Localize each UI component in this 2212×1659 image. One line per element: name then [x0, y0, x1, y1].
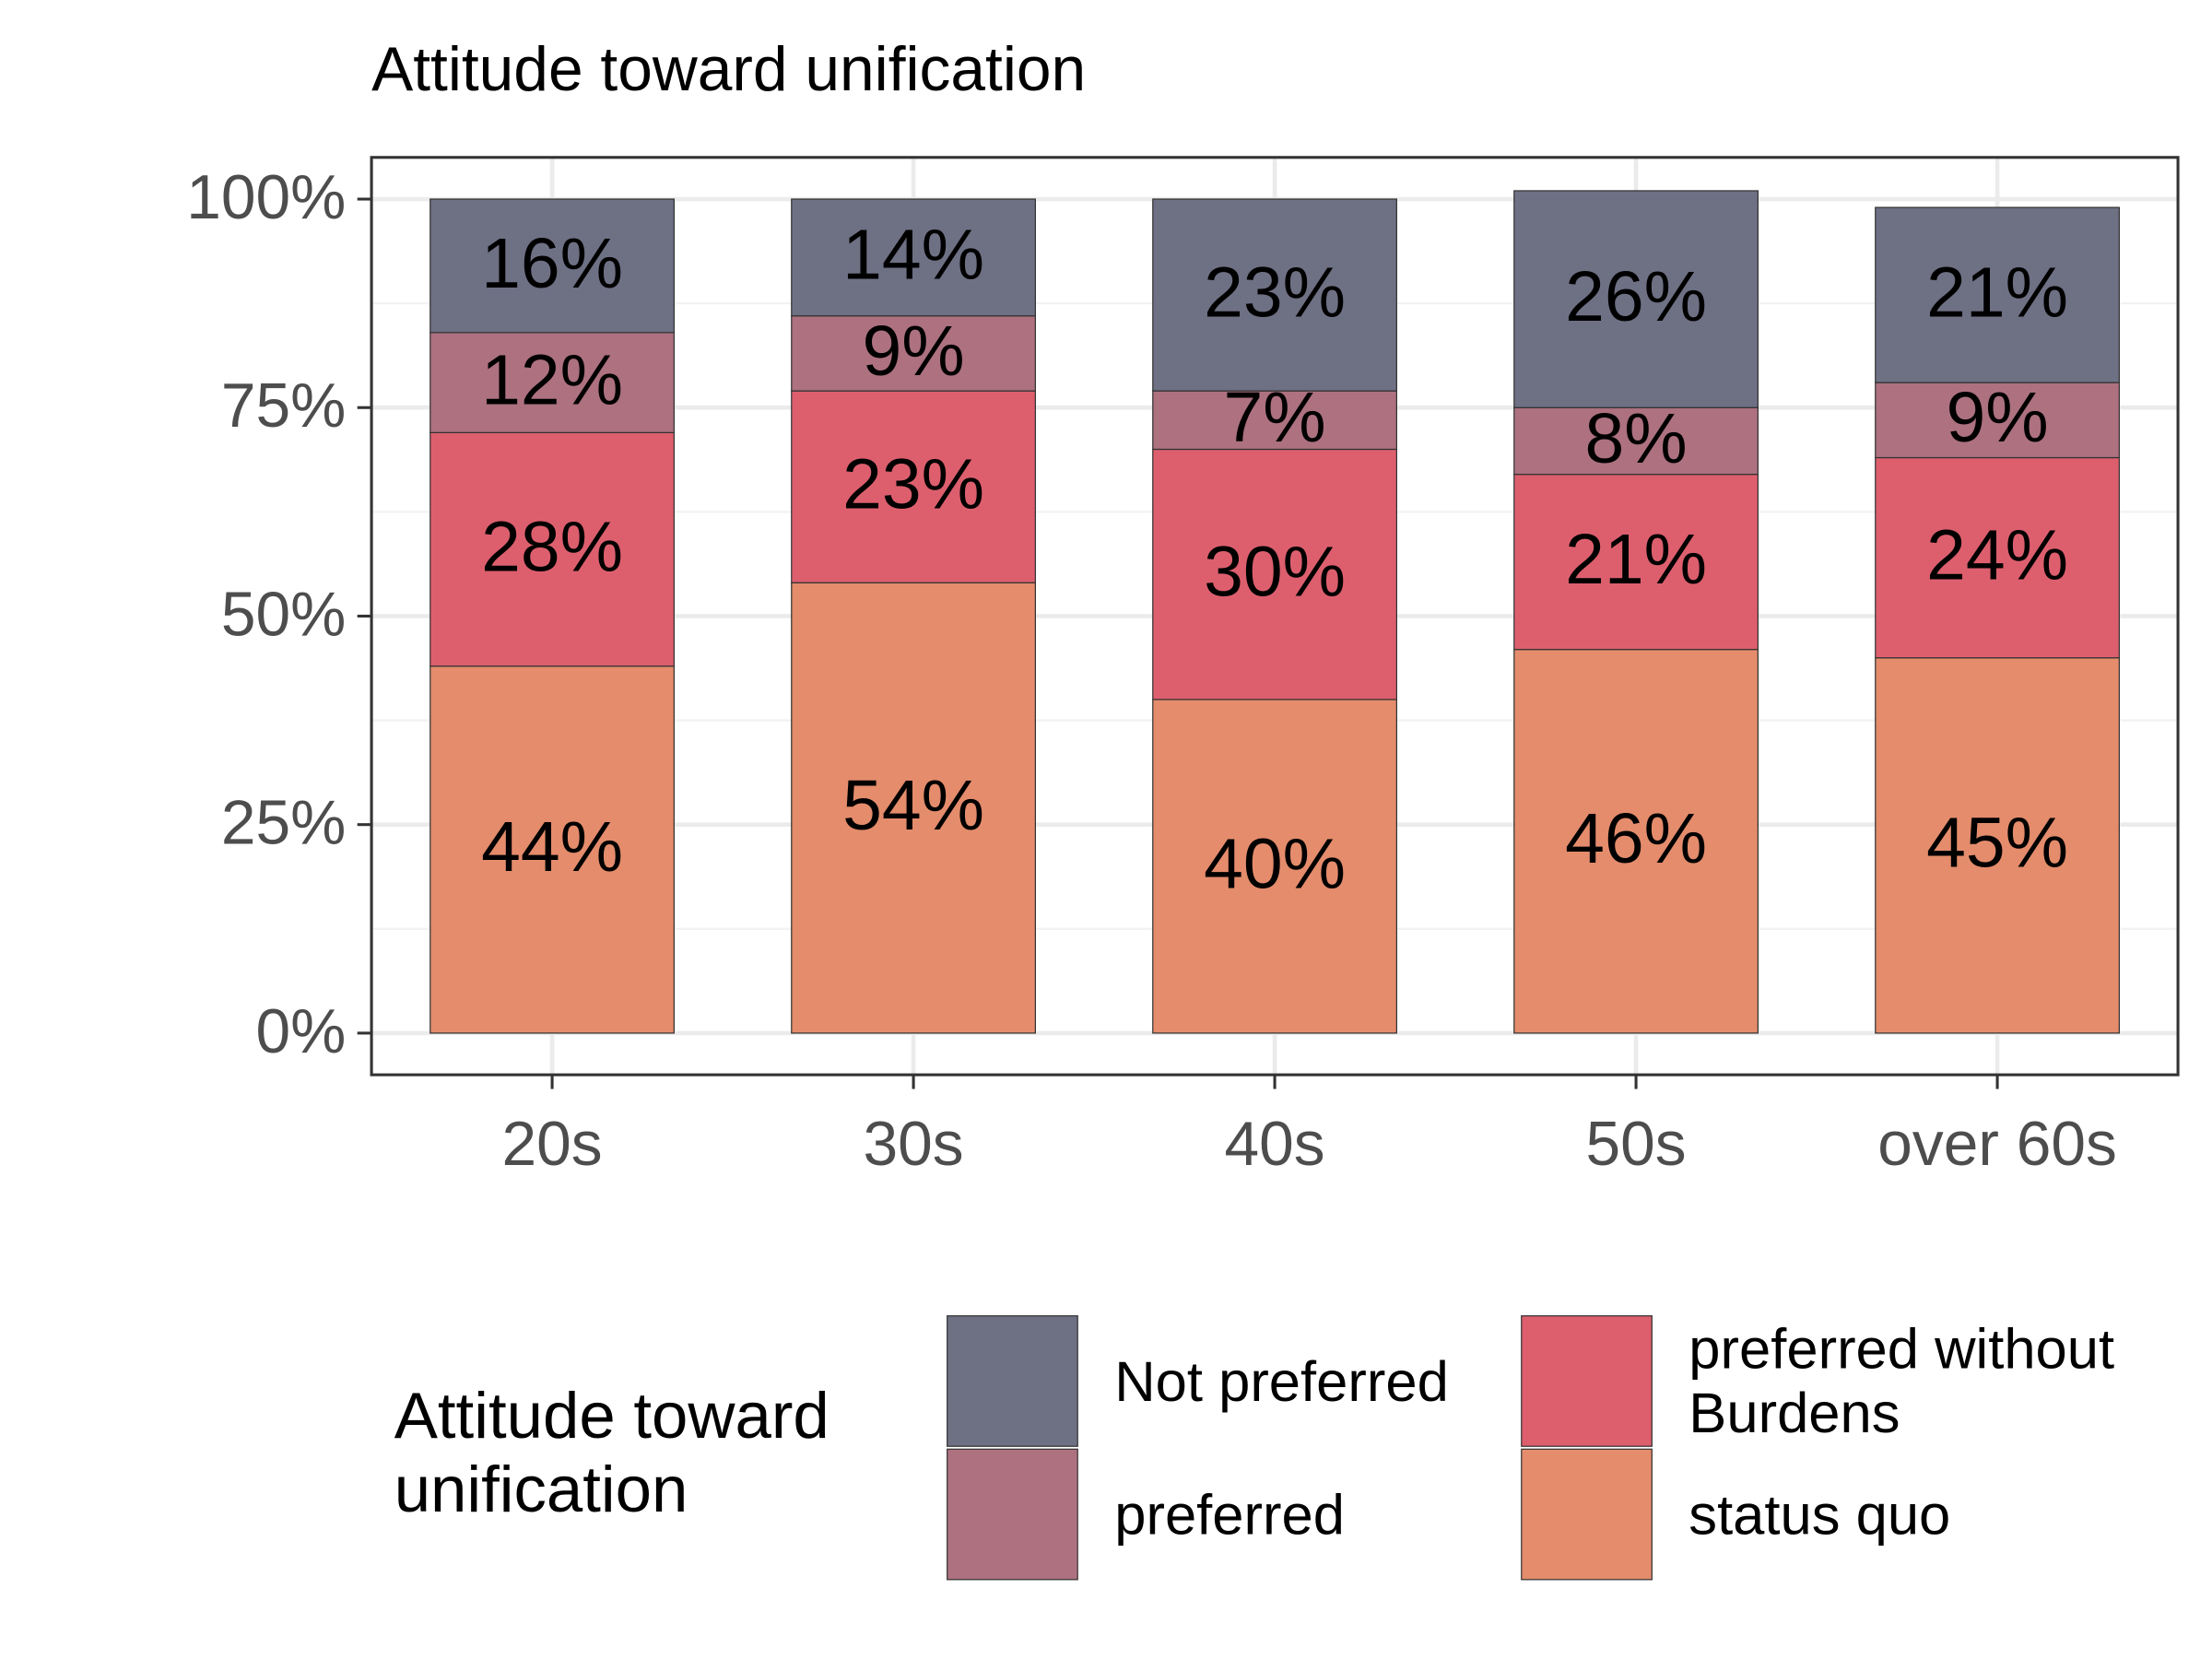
bar-segment	[791, 582, 1036, 1034]
bar-segment	[1513, 649, 1759, 1034]
legend-label-box: preferred without Burdens	[1688, 1319, 2115, 1445]
legend-key	[947, 1315, 1078, 1447]
y-tick-label: 0%	[256, 997, 347, 1066]
bar-segment	[1152, 198, 1397, 392]
bars: 44%28%12%16%54%23%9%14%40%30%7%23%46%21%…	[429, 190, 2120, 1034]
data-label: 26%	[1565, 257, 1707, 336]
legend-label: preferred without Burdens	[1688, 1319, 2115, 1445]
chart-title: Attitude toward unification	[371, 35, 1086, 104]
bar-segment	[429, 665, 675, 1034]
data-label: 23%	[842, 445, 984, 524]
bar-segment	[1152, 390, 1397, 451]
y-tick-label: 75%	[221, 371, 346, 441]
bar-segment	[1875, 456, 2120, 659]
bar-segment	[1152, 699, 1397, 1034]
bar-segment	[1513, 406, 1759, 476]
data-label: 12%	[481, 340, 623, 419]
bar-segment	[1875, 382, 2120, 459]
legend-key	[1521, 1448, 1653, 1581]
x-tick-label: 30s	[864, 1110, 964, 1179]
data-label: 45%	[1926, 804, 2068, 883]
data-label: 8%	[1584, 399, 1687, 478]
legend-key	[1521, 1315, 1653, 1447]
bar-segment	[1513, 190, 1759, 408]
data-label: 21%	[1926, 253, 2068, 332]
bar-segment	[1513, 474, 1759, 651]
legend-label-box: Not preferred	[1114, 1350, 1449, 1414]
data-label: 21%	[1565, 520, 1707, 599]
data-label: 54%	[842, 766, 984, 845]
legend-title-box: Attitude toward unification	[394, 1379, 830, 1526]
x-tick-label: 40s	[1225, 1110, 1325, 1179]
bar-segment	[429, 431, 675, 667]
data-label: 14%	[842, 216, 984, 295]
axes: 0% 25% 50% 75% 100% 20s 30s 40s 50s over 60s	[186, 163, 2117, 1179]
legend-key	[947, 1448, 1078, 1581]
y-tick-label: 25%	[221, 789, 346, 858]
data-label: 46%	[1565, 799, 1707, 878]
data-label: 28%	[481, 507, 623, 586]
legend-label-box: status quo	[1688, 1484, 1951, 1547]
data-label: 40%	[1204, 824, 1346, 903]
x-tick-label: 50s	[1586, 1110, 1687, 1179]
bar-segment	[429, 332, 675, 434]
x-tick-label: 20s	[502, 1110, 603, 1179]
data-label: 30%	[1204, 533, 1346, 612]
x-tick-label: over 60s	[1877, 1110, 2117, 1179]
bar-segment	[1152, 448, 1397, 700]
legend-label: preferred	[1114, 1484, 1345, 1547]
legend-label: status quo	[1688, 1484, 1951, 1547]
bar-segment	[1875, 657, 2120, 1034]
bar-segment	[791, 390, 1036, 583]
y-tick-label: 50%	[221, 580, 346, 649]
bar-segment	[791, 315, 1036, 392]
legend: Attitude toward unification Not preferred…	[394, 1315, 2115, 1581]
data-label: 9%	[862, 312, 964, 391]
data-label: 9%	[1946, 378, 2048, 457]
bar-segment	[1875, 206, 2120, 383]
legend-label: Not preferred	[1114, 1350, 1449, 1414]
data-label: 16%	[481, 224, 623, 303]
data-label: 44%	[481, 807, 623, 887]
bar-segment	[429, 198, 675, 334]
data-label: 24%	[1926, 516, 2068, 595]
legend-label-box: preferred	[1114, 1484, 1345, 1547]
legend-title: Attitude toward unification	[394, 1379, 830, 1526]
y-tick-label: 100%	[186, 163, 346, 232]
data-label: 23%	[1204, 253, 1346, 332]
bar-segment	[791, 198, 1036, 317]
